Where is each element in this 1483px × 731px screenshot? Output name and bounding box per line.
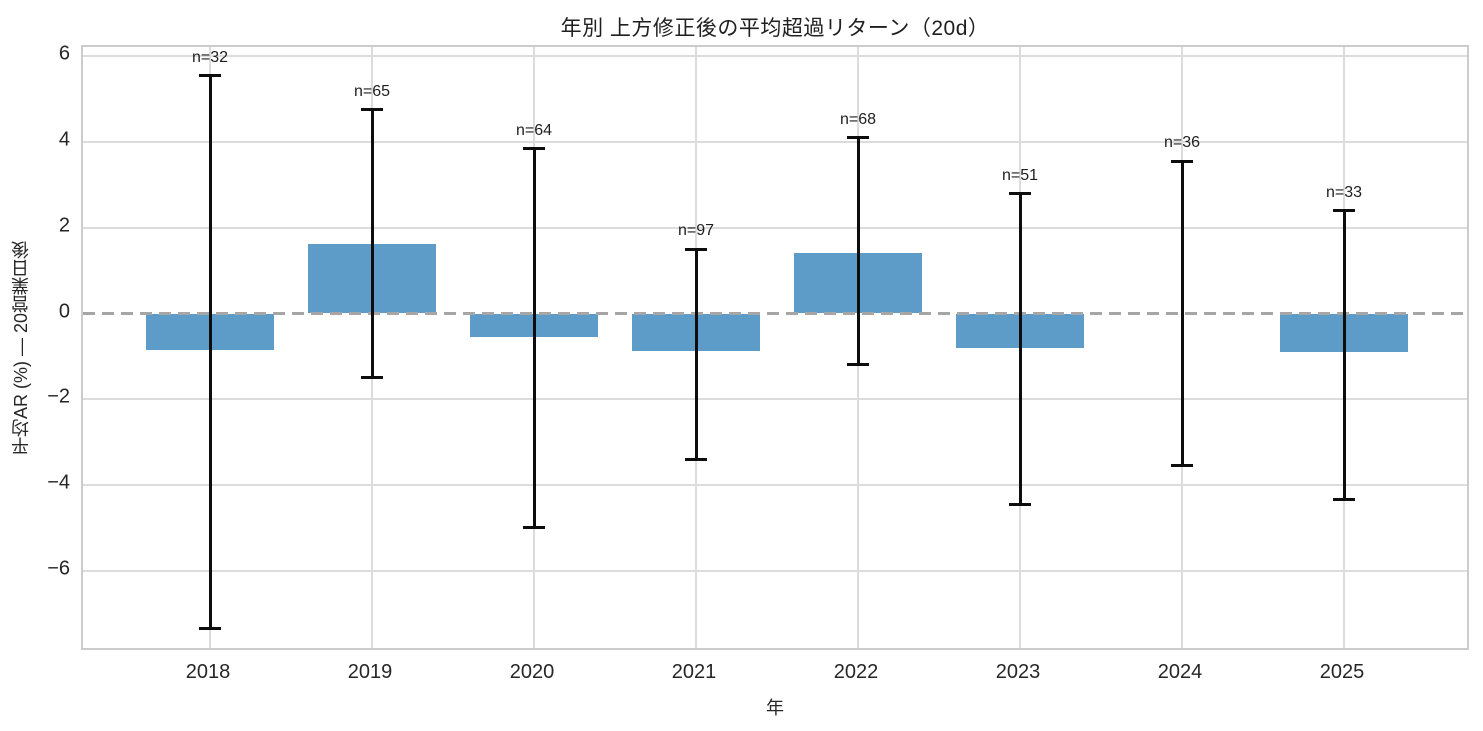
error-bar-cap-top (1009, 192, 1031, 196)
n-label: n=68 (839, 110, 877, 128)
y-tick-label: −4 (47, 471, 70, 494)
x-tick-label: 2022 (833, 661, 879, 683)
error-bar-cap-top (1171, 159, 1193, 163)
gridline-horizontal (83, 55, 1467, 58)
error-bar-cap-bottom (1009, 502, 1031, 506)
error-bar-cap-top (685, 247, 707, 251)
gridline-horizontal (83, 398, 1467, 401)
gridline-horizontal (83, 483, 1467, 486)
error-bar-cap-top (847, 136, 869, 140)
error-bar-cap-bottom (523, 526, 545, 530)
error-bar-line (856, 137, 860, 365)
n-label: n=33 (1325, 183, 1363, 201)
error-bar-cap-bottom (1333, 498, 1355, 502)
x-tick-label: 2023 (995, 661, 1041, 683)
x-axis-label: 年 (766, 698, 784, 718)
y-tick-label: −2 (47, 385, 70, 408)
error-bar-line (1018, 193, 1022, 505)
gridline-horizontal (83, 226, 1467, 229)
n-label: n=51 (1001, 166, 1039, 184)
error-bar-line (1342, 210, 1346, 500)
x-tick-label: 2019 (347, 661, 393, 683)
error-bar-line (1180, 161, 1184, 466)
n-label: n=36 (1163, 134, 1201, 152)
error-bar-line (208, 75, 212, 629)
x-tick-label: 2018 (185, 661, 231, 683)
n-label: n=65 (353, 82, 391, 100)
y-tick-label: 4 (58, 128, 70, 151)
error-bar-cap-top (523, 147, 545, 151)
n-label: n=64 (515, 121, 553, 139)
error-bar-cap-top (1333, 209, 1355, 213)
error-bar-cap-bottom (1171, 464, 1193, 468)
chart-title: 年別 上方修正後の平均超過リターン（20d） (560, 17, 990, 40)
plot-area: n=32 n=65 n=64 n=97 n=68 n=51 n=36 n=33 (81, 45, 1469, 650)
error-bar-line (370, 109, 374, 378)
n-label: n=97 (677, 222, 715, 240)
y-tick-label: −6 (47, 557, 70, 580)
y-tick-label: 6 (58, 42, 70, 65)
x-tick-label: 2024 (1157, 661, 1203, 683)
n-label: n=32 (191, 48, 229, 66)
error-bar-line (532, 148, 536, 528)
error-bar-cap-top (361, 108, 383, 112)
x-tick-label: 2021 (671, 661, 717, 683)
gridline-horizontal (83, 569, 1467, 572)
error-bar-line (694, 249, 698, 460)
error-bar-cap-bottom (847, 363, 869, 367)
error-bar-cap-bottom (361, 376, 383, 380)
gridline-horizontal (83, 141, 1467, 144)
x-tick-label: 2020 (509, 661, 555, 683)
zero-line (83, 312, 1467, 315)
error-bar-cap-bottom (685, 457, 707, 461)
y-tick-label: 0 (58, 300, 70, 322)
error-bar-cap-top (199, 74, 221, 78)
error-bar-cap-bottom (199, 626, 221, 630)
y-tick-label: 2 (58, 214, 70, 237)
x-tick-label: 2025 (1319, 661, 1365, 683)
